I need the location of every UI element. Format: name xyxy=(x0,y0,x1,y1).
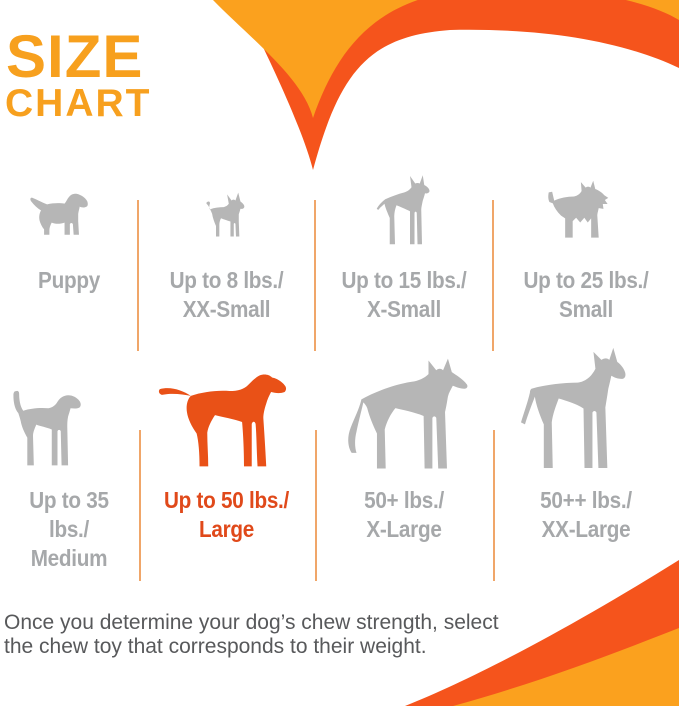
size-cell-small: Up to 25 lbs./ Small xyxy=(502,266,669,324)
size-cell-xx-large: 50++ lbs./ XX-Large xyxy=(502,486,669,544)
size-label-line2: Small xyxy=(559,296,613,322)
column-divider xyxy=(139,430,141,581)
size-cell-medium: Up to 35 lbs./ Medium xyxy=(7,486,131,573)
size-label-line2: XX-Small xyxy=(182,296,271,322)
labrador-silhouette-icon xyxy=(158,374,287,467)
size-cell-x-small: Up to 15 lbs./ X-Small xyxy=(324,266,484,324)
size-label-line1: Up to 35 lbs./ xyxy=(29,487,109,542)
column-divider xyxy=(314,200,316,351)
swoosh-top-right-light xyxy=(213,0,679,118)
size-label-line1: Up to 50 lbs./ xyxy=(163,487,290,513)
size-cell-xx-small: Up to 8 lbs./ XX-Small xyxy=(147,266,306,324)
size-label-line1: Puppy xyxy=(38,267,100,293)
toy-terrier-silhouette-icon xyxy=(376,175,430,245)
column-divider xyxy=(137,200,139,351)
size-label-line1: Up to 15 lbs./ xyxy=(341,267,467,293)
footer-note-line2: the chew toy that corresponds to their w… xyxy=(4,635,427,658)
footer-note: Once you determine your dog’s chew stren… xyxy=(4,611,499,659)
terrier-silhouette-icon xyxy=(548,180,609,238)
chihuahua-silhouette-icon xyxy=(206,192,245,237)
great-dane-silhouette-icon xyxy=(520,347,626,469)
size-label-line1: 50++ lbs./ xyxy=(540,487,632,513)
size-label-line1: Up to 25 lbs./ xyxy=(523,267,649,293)
size-label-line1: Up to 8 lbs./ xyxy=(169,267,284,293)
footer-note-line1: Once you determine your dog’s chew stren… xyxy=(4,611,499,634)
size-label-line2: X-Small xyxy=(366,296,442,322)
page-title-size: SIZE xyxy=(6,23,144,90)
column-divider xyxy=(493,430,495,581)
size-cell-puppy: Puppy xyxy=(7,266,131,295)
puppy-silhouette-icon xyxy=(30,193,88,235)
size-label-line2: Medium xyxy=(30,545,108,571)
page-title-chart: CHART xyxy=(5,82,152,125)
shepherd-silhouette-icon xyxy=(348,358,468,469)
size-label-line2: X-Large xyxy=(366,516,442,542)
beagle-silhouette-icon xyxy=(13,390,81,466)
column-divider xyxy=(492,200,494,351)
size-label-line2: Large xyxy=(198,516,255,542)
size-cell-x-large: 50+ lbs./ X-Large xyxy=(324,486,484,544)
swoosh-top-right-dark xyxy=(240,0,679,170)
size-label-line2: XX-Large xyxy=(541,516,631,542)
size-label-line1: 50+ lbs./ xyxy=(364,487,444,513)
size-cell-large-highlighted: Up to 50 lbs./ Large xyxy=(147,486,306,544)
column-divider xyxy=(315,430,317,581)
